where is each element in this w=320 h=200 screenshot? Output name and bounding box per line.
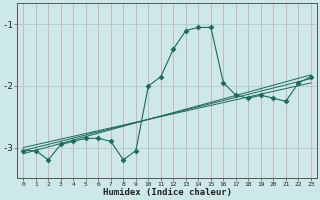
X-axis label: Humidex (Indice chaleur): Humidex (Indice chaleur) (103, 188, 232, 197)
